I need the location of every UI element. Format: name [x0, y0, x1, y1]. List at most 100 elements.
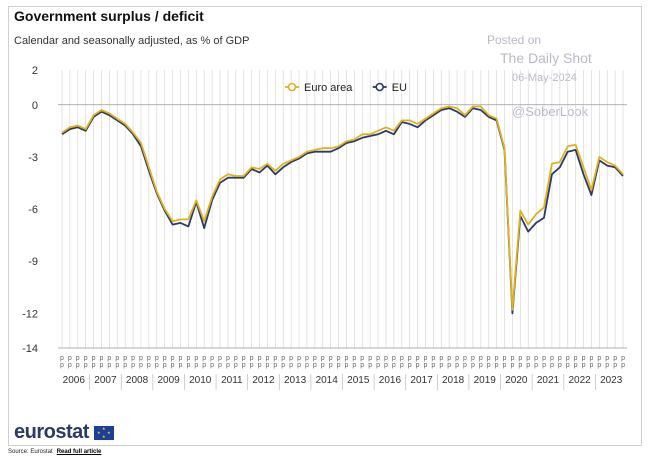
x-quarter-tick: p: [597, 355, 601, 362]
x-quarter-tick: p: [107, 355, 111, 362]
x-quarter-tick: p: [179, 362, 183, 369]
x-quarter-tick: p: [329, 362, 333, 369]
x-quarter-tick: p: [487, 362, 491, 369]
y-tick-label: 2: [32, 65, 38, 77]
x-quarter-tick: p: [329, 355, 333, 362]
x-quarter-tick: p: [510, 362, 514, 369]
x-year-label: 2008: [126, 375, 149, 386]
x-quarter-tick: p: [416, 355, 420, 362]
y-tick-label: -9: [28, 256, 38, 268]
x-quarter-tick: p: [621, 362, 625, 369]
x-quarter-tick: p: [447, 355, 451, 362]
x-quarter-tick: p: [526, 355, 530, 362]
x-quarter-tick: p: [376, 355, 380, 362]
x-quarter-tick: p: [368, 362, 372, 369]
x-quarter-tick: p: [566, 362, 570, 369]
x-quarter-tick: p: [186, 355, 190, 362]
x-quarter-tick: p: [352, 355, 356, 362]
x-quarter-tick: p: [439, 355, 443, 362]
x-quarter-tick: p: [321, 362, 325, 369]
y-tick-label: -3: [28, 152, 38, 164]
x-quarter-tick: p: [384, 362, 388, 369]
x-quarter-tick: p: [471, 362, 475, 369]
x-quarter-tick: p: [297, 355, 301, 362]
x-quarter-tick: p: [250, 355, 254, 362]
read-full-article-link[interactable]: Read full article: [56, 449, 102, 455]
x-quarter-tick: p: [139, 355, 143, 362]
chart-title: Government surplus / deficit: [14, 8, 204, 24]
x-quarter-tick: p: [392, 355, 396, 362]
x-quarter-tick: p: [376, 362, 380, 369]
x-quarter-tick: p: [60, 355, 64, 362]
x-quarter-tick: p: [155, 362, 159, 369]
watermark-handle: @SoberLook: [512, 104, 589, 119]
x-year-label: 2019: [474, 375, 497, 386]
x-year-label: 2015: [347, 375, 370, 386]
x-quarter-tick: p: [510, 355, 514, 362]
x-quarter-tick: p: [542, 362, 546, 369]
x-quarter-tick: p: [139, 362, 143, 369]
x-year-label: 2020: [505, 375, 528, 386]
x-quarter-tick: p: [202, 362, 206, 369]
x-quarter-tick: p: [495, 355, 499, 362]
x-quarter-tick: p: [503, 355, 507, 362]
x-year-label: 2013: [284, 375, 307, 386]
x-quarter-tick: p: [518, 362, 522, 369]
x-quarter-tick: p: [337, 355, 341, 362]
x-quarter-tick: p: [131, 355, 135, 362]
x-quarter-tick: p: [147, 355, 151, 362]
x-quarter-tick: p: [218, 362, 222, 369]
x-quarter-tick: p: [597, 362, 601, 369]
x-year-label: 2023: [600, 375, 623, 386]
x-quarter-tick: p: [226, 362, 230, 369]
x-quarter-tick: p: [439, 362, 443, 369]
x-quarter-tick: p: [337, 362, 341, 369]
x-quarter-tick: p: [60, 362, 64, 369]
x-quarter-tick: p: [107, 362, 111, 369]
x-quarter-tick: p: [605, 362, 609, 369]
x-quarter-tick: p: [550, 362, 554, 369]
x-quarter-tick: p: [455, 362, 459, 369]
x-year-label: 2011: [221, 375, 243, 386]
x-quarter-tick: p: [526, 362, 530, 369]
x-quarter-tick: p: [281, 362, 285, 369]
x-quarter-tick: p: [479, 355, 483, 362]
x-quarter-tick: p: [250, 362, 254, 369]
legend-entry: EU: [392, 82, 407, 94]
x-quarter-tick: p: [392, 362, 396, 369]
x-quarter-tick: p: [171, 355, 175, 362]
eurostat-logo: eurostat: [14, 421, 89, 443]
x-quarter-tick: p: [171, 362, 175, 369]
x-quarter-tick: p: [258, 362, 262, 369]
x-quarter-tick: p: [360, 355, 364, 362]
series-line-euro-area: [61, 105, 624, 311]
x-quarter-tick: p: [210, 362, 214, 369]
x-quarter-tick: p: [194, 355, 198, 362]
x-year-label: 2009: [158, 375, 181, 386]
x-quarter-tick: p: [186, 362, 190, 369]
x-quarter-tick: p: [589, 362, 593, 369]
x-quarter-tick: p: [621, 355, 625, 362]
x-quarter-tick: p: [574, 355, 578, 362]
x-quarter-tick: p: [408, 362, 412, 369]
x-year-label: 2012: [252, 375, 275, 386]
chart-subtitle: Calendar and seasonally adjusted, as % o…: [14, 35, 250, 47]
x-quarter-tick: p: [424, 355, 428, 362]
x-quarter-tick: p: [281, 355, 285, 362]
x-quarter-tick: p: [115, 362, 119, 369]
x-quarter-tick: p: [518, 355, 522, 362]
source-note: Source: Eurostat Read full article: [8, 449, 101, 455]
x-year-label: 2007: [94, 375, 117, 386]
x-quarter-tick: p: [68, 355, 72, 362]
x-quarter-tick: p: [321, 355, 325, 362]
x-quarter-tick: p: [226, 355, 230, 362]
x-quarter-tick: p: [92, 355, 96, 362]
x-quarter-tick: p: [416, 362, 420, 369]
x-quarter-tick: p: [400, 362, 404, 369]
x-quarter-tick: p: [534, 355, 538, 362]
x-quarter-tick: p: [234, 355, 238, 362]
x-quarter-tick: p: [115, 355, 119, 362]
x-quarter-tick: p: [194, 362, 198, 369]
y-tick-label: -14: [22, 343, 38, 355]
x-quarter-tick: p: [273, 355, 277, 362]
